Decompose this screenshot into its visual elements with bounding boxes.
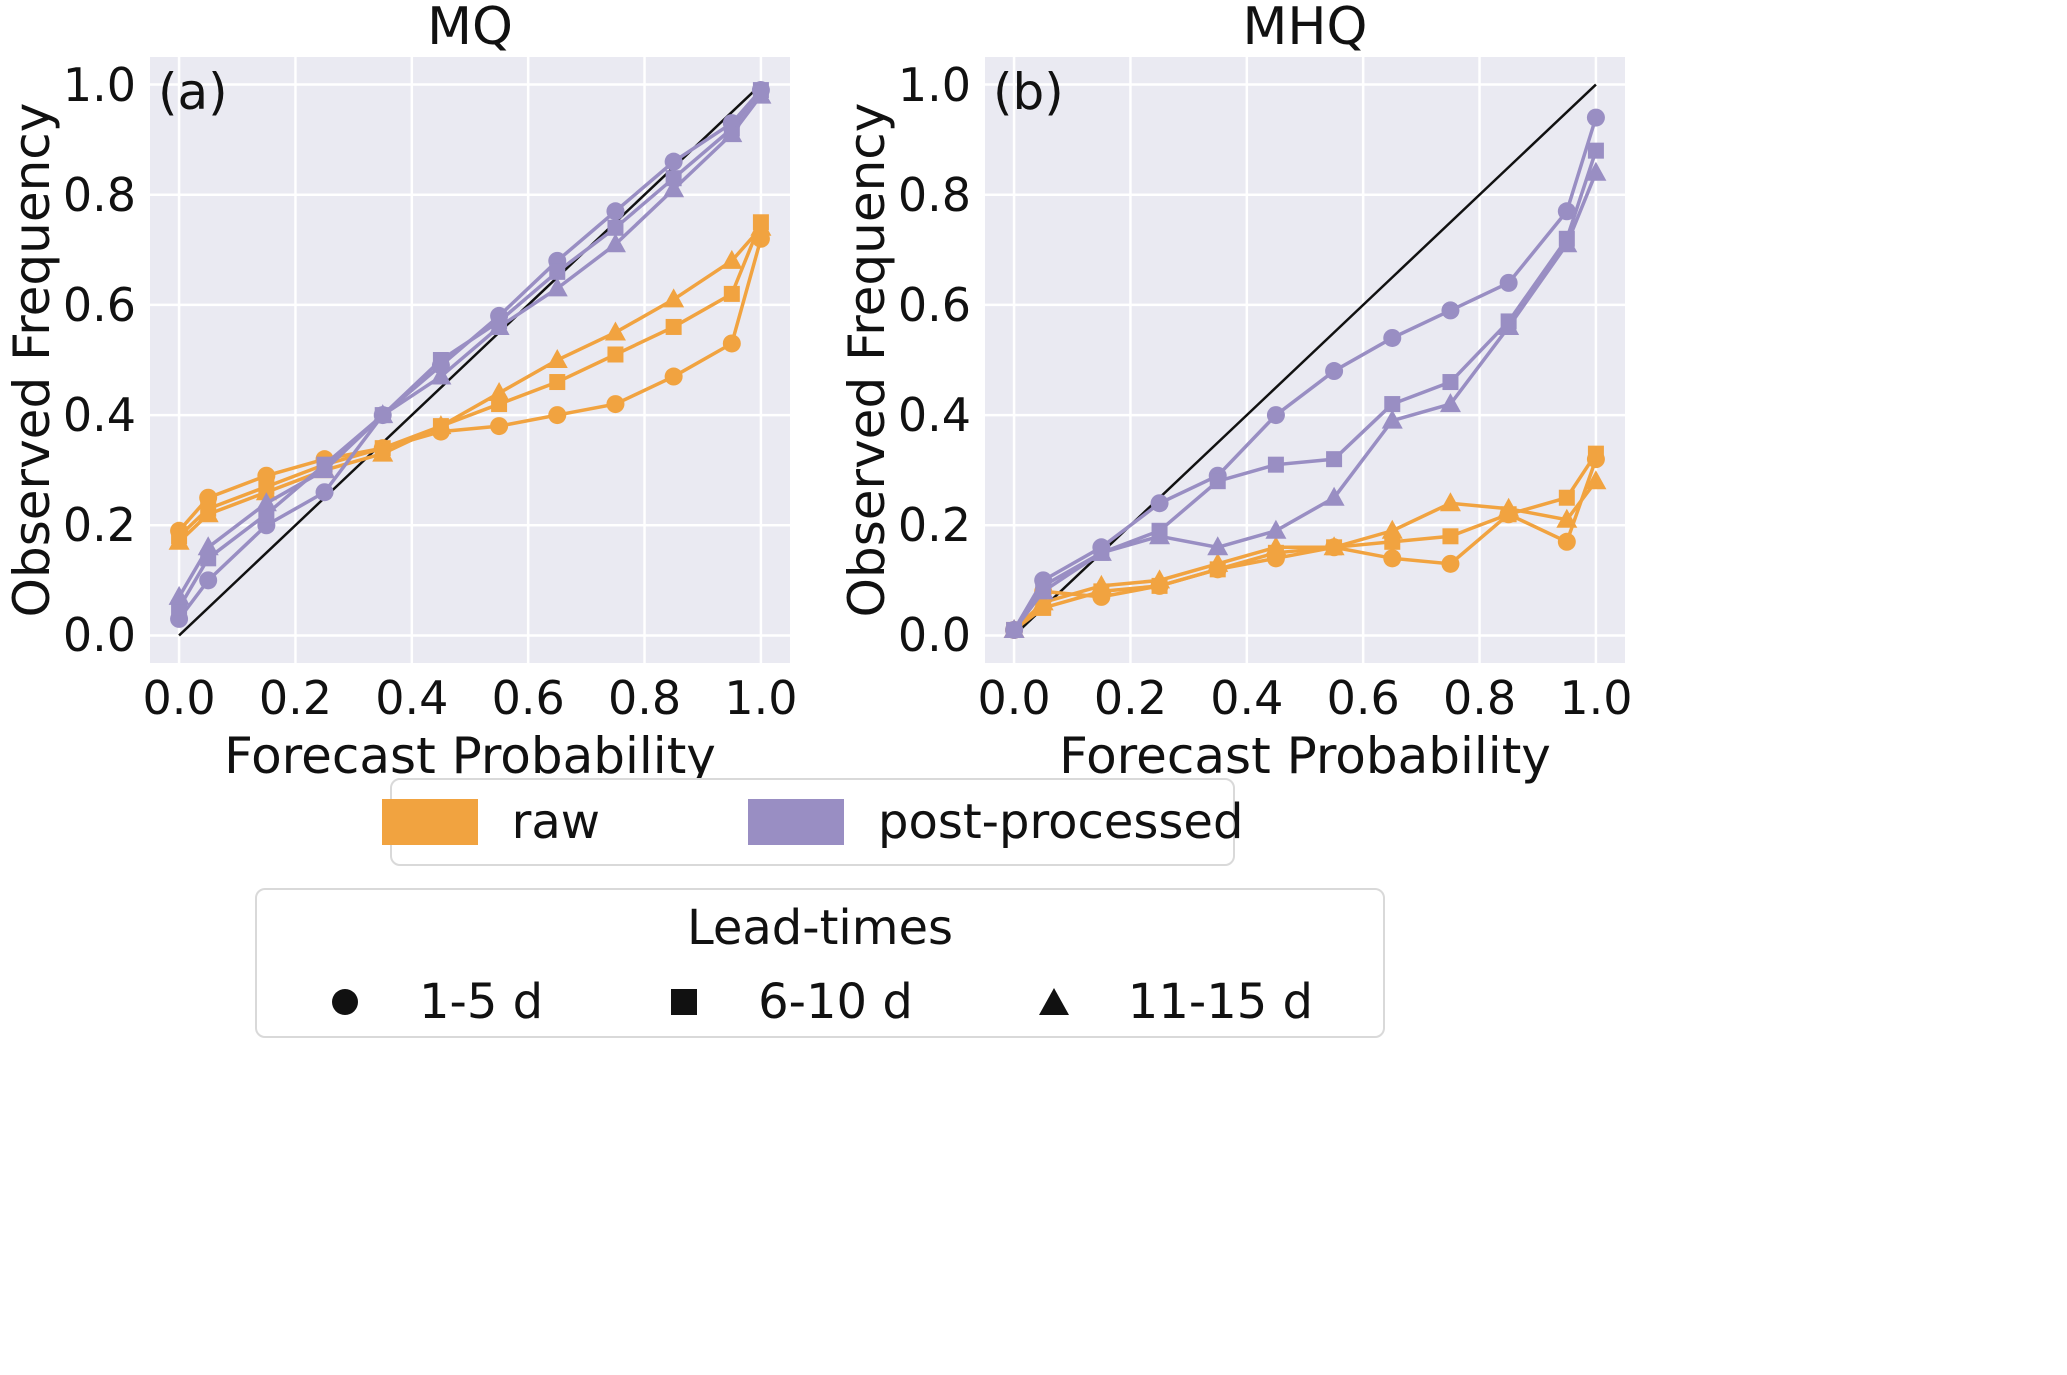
x-tick-label: 0.6 [491, 671, 565, 725]
lead-times-legend: Lead-times 1-5 d 6-10 d 11-15 d [255, 888, 1385, 1038]
panel-mhq-xticks: 0.0 0.2 0.4 0.6 0.8 1.0 [978, 663, 1633, 725]
x-tick-label: 0.0 [142, 671, 216, 725]
panel-mhq-plot [985, 57, 1625, 663]
y-tick-label: 0.0 [62, 608, 136, 663]
y-tick-label: 0.6 [897, 277, 971, 332]
lead-times-legend-row: 1-5 d 6-10 d 11-15 d [327, 974, 1313, 1030]
panel-mq-yticks: 0.0 0.2 0.4 0.6 0.8 1.0 [20, 57, 150, 663]
y-tick-label: 0.8 [62, 167, 136, 222]
y-tick-label: 0.4 [897, 388, 971, 443]
x-tick-label: 0.0 [977, 671, 1051, 725]
x-tick-label: 0.4 [1210, 671, 1284, 725]
panel-mhq-letter: (b) [993, 63, 1064, 121]
y-tick-label: 0.2 [897, 498, 971, 553]
x-tick-label: 0.8 [607, 671, 682, 725]
panel-mhq-yticks: 0.0 0.2 0.4 0.6 0.8 1.0 [855, 57, 985, 663]
panel-mq-xticks: 0.0 0.2 0.4 0.6 0.8 1.0 [143, 663, 798, 725]
post-processed-color-swatch [747, 799, 844, 845]
panel-mq-plot [150, 57, 790, 663]
y-tick-label: 0.2 [62, 498, 136, 553]
y-tick-label: 1.0 [62, 57, 136, 112]
style-legend: raw post-processed [381, 778, 1243, 866]
raw-legend-label: raw [511, 794, 600, 850]
x-tick-label: 0.2 [258, 671, 333, 725]
post-processed-legend-label: post-processed [877, 794, 1244, 850]
panel-mq: MQ Observed Frequency (a) 0.0 0.2 0.4 0.6 0.… [3, 1, 797, 785]
circle-marker-icon [332, 989, 358, 1015]
lead-times-legend-title: Lead-times [686, 900, 954, 956]
raw-color-swatch [381, 799, 478, 845]
triangle-marker-icon [1038, 988, 1069, 1015]
x-tick-label: 1.0 [724, 671, 798, 725]
x-tick-label: 1.0 [1559, 671, 1633, 725]
panel-mq-title: MQ [427, 0, 513, 57]
square-marker-icon [671, 989, 698, 1015]
y-tick-label: 0.8 [897, 167, 971, 222]
panel-mq-letter: (a) [158, 63, 228, 121]
x-tick-label: 0.8 [1442, 671, 1517, 725]
panel-mhq-title: MHQ [1242, 0, 1368, 57]
x-tick-label: 0.4 [375, 671, 449, 725]
lead-time-item-1-5d: 1-5 d [327, 974, 543, 1030]
x-tick-label: 0.2 [1093, 671, 1168, 725]
panel-mhq: MHQ Observed Frequency (b) 0.0 0.2 0.4 0.6 0… [838, 1, 1632, 785]
panel-mq-xlabel: Forecast Probability [224, 727, 716, 785]
lead-time-label-11-15d: 11-15 d [1127, 974, 1313, 1030]
y-tick-label: 1.0 [897, 57, 971, 112]
lead-time-label-1-5d: 1-5 d [419, 974, 544, 1030]
y-tick-label: 0.6 [62, 277, 136, 332]
lead-time-label-6-10d: 6-10 d [758, 974, 913, 1030]
panel-mhq-xlabel: Forecast Probability [1059, 727, 1551, 785]
y-tick-label: 0.0 [897, 608, 971, 663]
lead-time-item-6-10d: 6-10 d [666, 974, 913, 1030]
x-tick-label: 0.6 [1326, 671, 1400, 725]
lead-time-item-11-15d: 11-15 d [1036, 974, 1313, 1030]
y-tick-label: 0.4 [62, 388, 136, 443]
